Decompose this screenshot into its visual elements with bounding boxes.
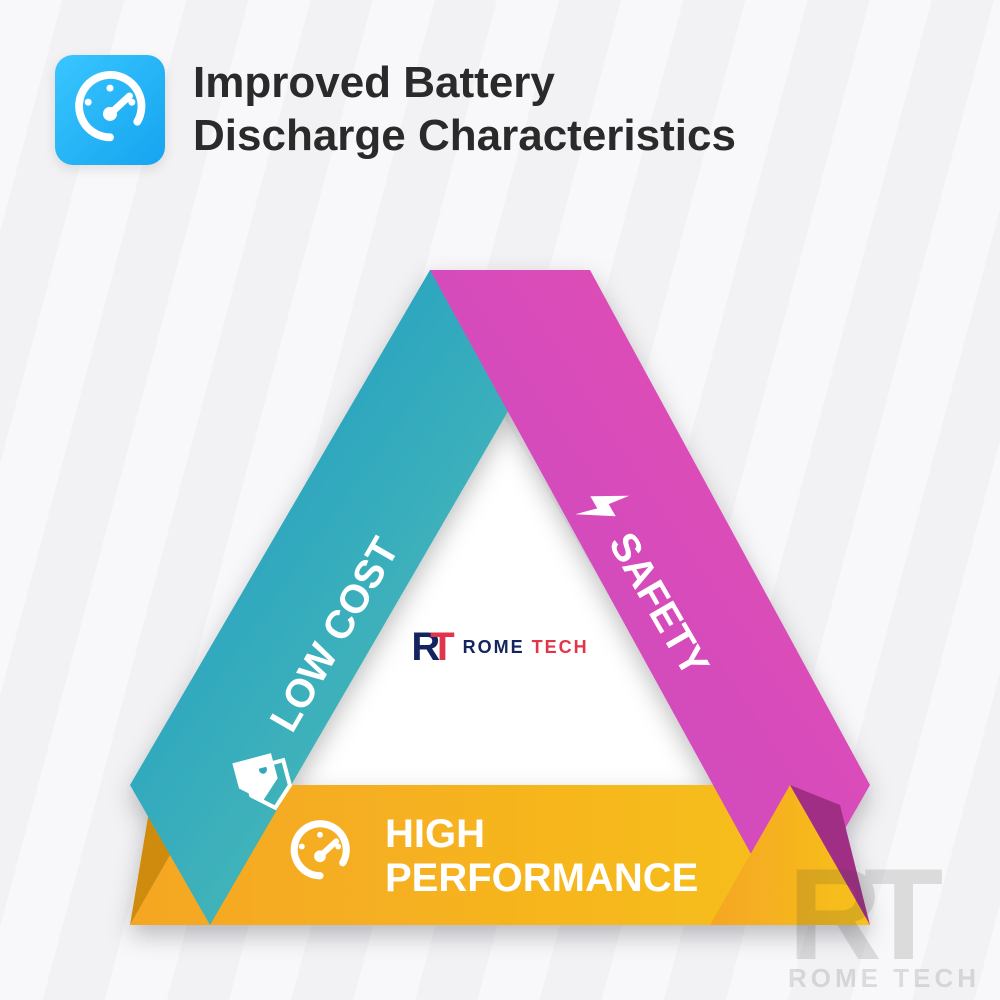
title-line-1: Improved Battery — [193, 57, 736, 110]
speedometer-icon — [71, 71, 149, 149]
logo-text-tech: TECH — [525, 637, 589, 657]
center-brand-logo: RT ROME TECH — [411, 625, 588, 670]
bottom-label-2: PERFORMANCE — [385, 856, 698, 900]
watermark-text: ROME TECH — [788, 967, 980, 990]
header: Improved Battery Discharge Characteristi… — [55, 55, 736, 165]
bottom-label-1: HIGH — [385, 812, 485, 856]
logo-mark: RT — [411, 625, 452, 670]
title-line-2: Discharge Characteristics — [193, 110, 736, 163]
header-icon-box — [55, 55, 165, 165]
logo-text: ROME TECH — [463, 637, 589, 658]
page-title: Improved Battery Discharge Characteristi… — [193, 55, 736, 163]
logo-text-rome: ROME — [463, 637, 525, 657]
triangle-infographic: LOW COST SAFETY HIGH PERFORMANCE — [95, 245, 905, 965]
